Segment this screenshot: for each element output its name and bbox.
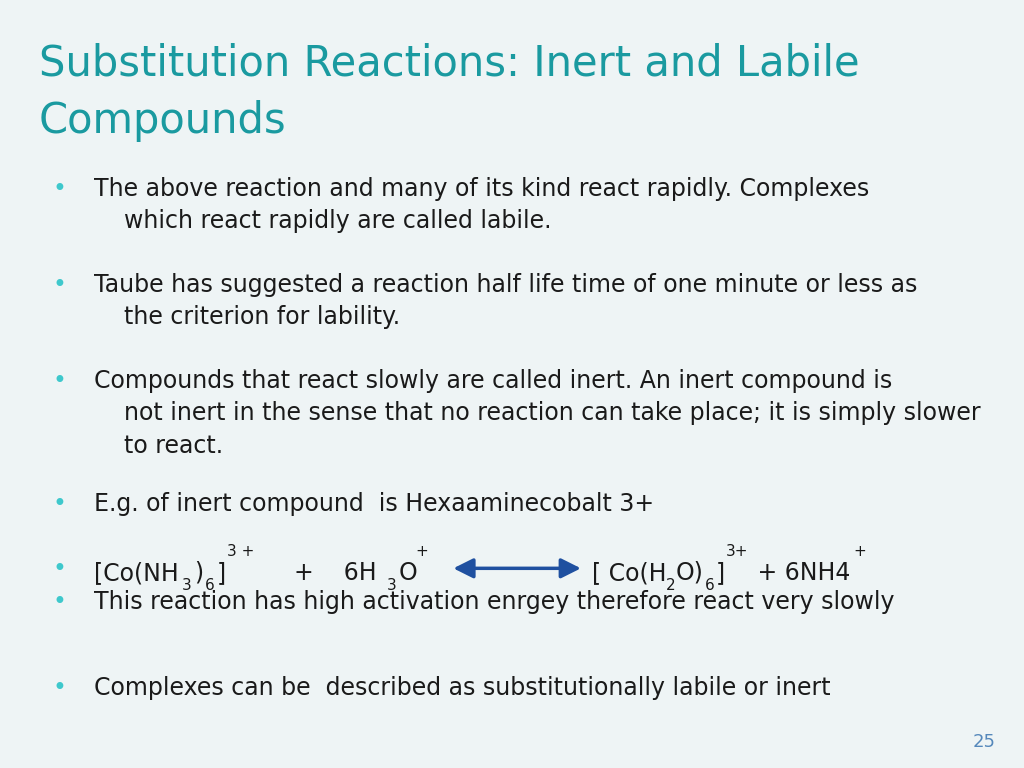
- Text: [Co(NH: [Co(NH: [94, 561, 179, 584]
- Text: +    6H: + 6H: [264, 561, 377, 584]
- Text: O: O: [398, 561, 417, 584]
- Text: 25: 25: [973, 733, 995, 751]
- Text: 3: 3: [182, 578, 193, 593]
- Text: O): O): [676, 561, 703, 584]
- Text: 6: 6: [705, 578, 715, 593]
- Text: This reaction has high activation enrgey therefore react very slowly: This reaction has high activation enrgey…: [94, 590, 895, 614]
- Text: 2: 2: [666, 578, 675, 593]
- Text: Compounds: Compounds: [39, 100, 287, 142]
- Text: •: •: [52, 676, 67, 700]
- Text: 3: 3: [387, 578, 397, 593]
- Text: Taube has suggested a reaction half life time of one minute or less as
    the c: Taube has suggested a reaction half life…: [94, 273, 918, 329]
- Text: •: •: [52, 492, 67, 515]
- Text: 6: 6: [205, 578, 215, 593]
- Text: + 6NH4: + 6NH4: [750, 561, 850, 584]
- Text: •: •: [52, 273, 67, 296]
- Text: The above reaction and many of its kind react rapidly. Complexes
    which react: The above reaction and many of its kind …: [94, 177, 869, 233]
- Text: 3 +: 3 +: [227, 544, 255, 559]
- Text: ]: ]: [217, 561, 226, 584]
- Text: Complexes can be  described as substitutionally labile or inert: Complexes can be described as substituti…: [94, 676, 830, 700]
- Text: +: +: [416, 544, 428, 559]
- Text: •: •: [52, 590, 67, 614]
- Text: 3+: 3+: [726, 544, 749, 559]
- Text: +: +: [853, 544, 865, 559]
- Text: ]: ]: [716, 561, 725, 584]
- Text: •: •: [52, 369, 67, 392]
- Text: E.g. of inert compound  is Hexaaminecobalt 3+: E.g. of inert compound is Hexaaminecobal…: [94, 492, 654, 515]
- FancyArrowPatch shape: [458, 560, 577, 577]
- Text: [ Co(H: [ Co(H: [592, 561, 667, 584]
- Text: •: •: [52, 557, 67, 581]
- Text: Compounds that react slowly are called inert. An inert compound is
    not inert: Compounds that react slowly are called i…: [94, 369, 981, 458]
- Text: •: •: [52, 177, 67, 200]
- Text: Substitution Reactions: Inert and Labile: Substitution Reactions: Inert and Labile: [39, 42, 859, 84]
- Text: ): ): [195, 561, 204, 584]
